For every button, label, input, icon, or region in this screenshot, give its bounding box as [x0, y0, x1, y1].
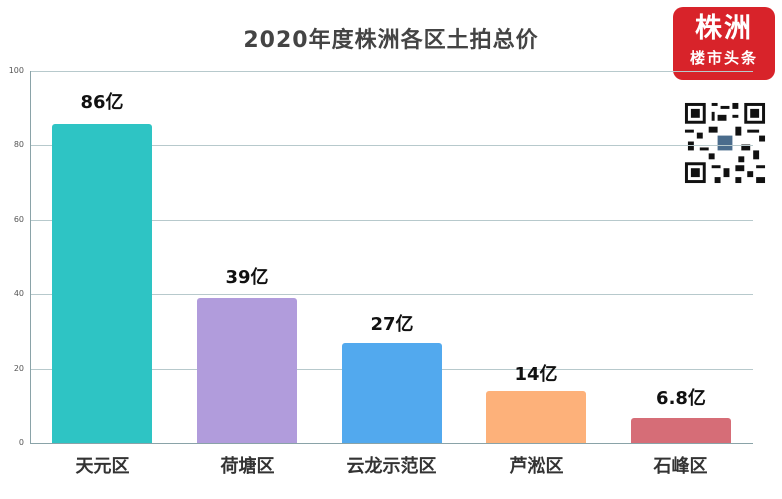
logo-line1: 株洲 [695, 13, 753, 44]
chart-title: 2020年度株洲各区土拍总价 [243, 28, 539, 53]
bar-hetang [197, 298, 297, 443]
gridline-40 [30, 294, 753, 295]
brand-logo: 株洲 楼市头条 [673, 7, 775, 80]
category-label: 芦淞区 [509, 456, 564, 477]
value-label: 6.8亿 [656, 388, 706, 409]
bar-yunlong [342, 343, 442, 443]
value-label: 27亿 [370, 314, 414, 335]
bar-shifeng [631, 418, 731, 443]
y-tick: 80 [13, 140, 24, 149]
value-label: 39亿 [225, 267, 269, 288]
x-axis [30, 443, 753, 444]
category-label: 石峰区 [653, 456, 708, 477]
value-label: 14亿 [514, 364, 558, 385]
y-tick: 60 [13, 215, 24, 224]
y-axis [30, 71, 31, 444]
y-tick: 20 [13, 364, 24, 373]
y-tick: 0 [18, 438, 24, 447]
category-label: 云龙示范区 [346, 456, 437, 477]
gridline-80 [30, 145, 753, 146]
category-label: 天元区 [75, 456, 130, 477]
y-tick: 40 [13, 289, 24, 298]
bar-lusong [486, 391, 586, 443]
logo-line2: 楼市头条 [689, 49, 758, 67]
qr-code-icon [682, 100, 768, 186]
bar-tianyuan [52, 124, 152, 443]
gridline-60 [30, 220, 753, 221]
value-label: 86亿 [80, 92, 124, 113]
gridline-100 [30, 71, 753, 72]
category-label: 荷塘区 [220, 456, 275, 477]
y-tick: 100 [8, 66, 24, 75]
